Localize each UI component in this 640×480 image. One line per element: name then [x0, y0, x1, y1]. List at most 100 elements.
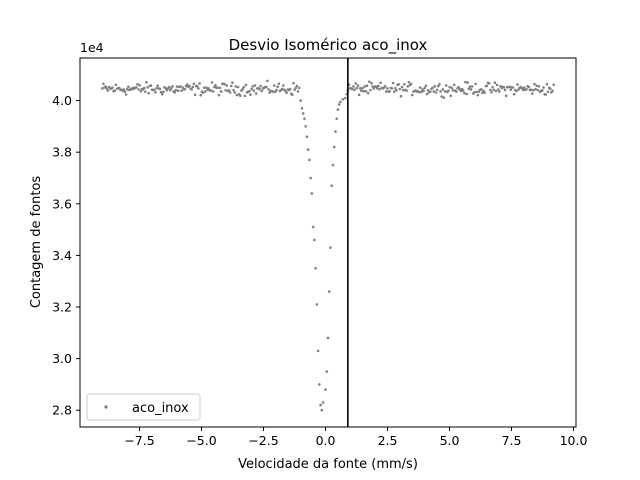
data-point [234, 85, 238, 88]
data-point [390, 87, 394, 90]
data-point [355, 86, 359, 90]
data-point [431, 86, 434, 90]
data-point [436, 84, 440, 88]
legend-marker [104, 405, 108, 409]
data-point [102, 82, 105, 86]
data-point [425, 92, 429, 96]
data-point [386, 87, 389, 90]
data-point [170, 86, 173, 90]
data-point [336, 108, 340, 111]
data-point [111, 86, 114, 89]
data-point [320, 408, 324, 412]
data-point [541, 89, 544, 92]
data-point [511, 86, 515, 89]
data-point [300, 107, 304, 110]
data-point [168, 88, 172, 92]
data-point [369, 88, 372, 92]
data-point [183, 87, 187, 91]
data-point [138, 83, 141, 87]
data-point [515, 89, 518, 93]
data-point [448, 85, 451, 89]
data-point [239, 94, 242, 98]
x-axis-label: Velocidade da fonte (mm/s) [238, 457, 418, 472]
data-point [258, 87, 261, 91]
data-point [149, 84, 153, 87]
data-point [305, 135, 309, 138]
data-point [388, 90, 391, 93]
data-point [403, 83, 406, 86]
data-point [275, 88, 278, 92]
data-point [197, 87, 200, 90]
x-tick-label: 5.0 [440, 433, 460, 448]
data-point [185, 83, 189, 86]
data-point [153, 88, 156, 92]
data-point [259, 84, 262, 88]
data-point [243, 94, 247, 98]
data-point [481, 91, 484, 95]
data-point [522, 86, 526, 89]
data-point [466, 81, 470, 84]
data-point [213, 85, 216, 89]
data-point [125, 88, 129, 91]
x-tick-label: 0.0 [316, 433, 336, 448]
data-point [167, 85, 171, 89]
data-point [467, 87, 471, 91]
data-point [192, 82, 196, 86]
data-point [487, 82, 491, 85]
data-point [175, 85, 179, 88]
data-point [490, 90, 493, 94]
data-point [309, 176, 312, 180]
data-point [443, 90, 447, 93]
data-point [142, 86, 146, 90]
data-point [223, 82, 226, 86]
data-point [533, 82, 536, 86]
data-point [155, 86, 158, 90]
data-point [365, 84, 369, 87]
x-axis-ticks: −7.5 −5.0 −2.5 0.0 2.5 5.0 7.5 10.0 [124, 427, 587, 448]
data-point [552, 83, 555, 87]
data-point [225, 84, 229, 87]
data-point [205, 86, 208, 90]
data-point [210, 81, 214, 84]
data-point [353, 88, 356, 92]
data-point [397, 82, 401, 86]
data-point [251, 85, 255, 88]
data-point [280, 87, 284, 91]
data-point [521, 88, 525, 92]
data-point [164, 86, 167, 90]
data-point [203, 90, 207, 93]
data-point [438, 82, 441, 86]
data-point [492, 88, 496, 92]
data-point [548, 87, 552, 90]
data-point [489, 88, 492, 92]
data-point [474, 82, 477, 86]
data-point [479, 88, 483, 91]
data-point [266, 79, 269, 83]
data-point [316, 349, 320, 353]
data-point [405, 89, 408, 92]
data-point [377, 84, 380, 88]
data-point [378, 87, 381, 91]
data-point [351, 87, 354, 91]
data-point [160, 92, 164, 96]
data-point [362, 89, 365, 93]
x-tick-label: −7.5 [124, 433, 154, 448]
data-point [361, 86, 364, 90]
data-point [334, 130, 337, 133]
data-point [188, 84, 191, 88]
y-tick-label: 4.0 [52, 93, 72, 108]
data-point [241, 87, 244, 91]
data-point [502, 86, 506, 89]
data-point [209, 89, 213, 92]
y-axis-label: Contagem de fontos [29, 176, 44, 309]
legend: aco_inox [86, 393, 201, 421]
data-point [319, 403, 322, 407]
data-point [127, 85, 130, 89]
data-point [276, 85, 279, 88]
data-point [410, 93, 414, 97]
data-point [504, 94, 508, 98]
data-point [542, 86, 545, 89]
data-point [398, 87, 402, 91]
data-point [207, 87, 210, 90]
data-point [301, 112, 305, 115]
